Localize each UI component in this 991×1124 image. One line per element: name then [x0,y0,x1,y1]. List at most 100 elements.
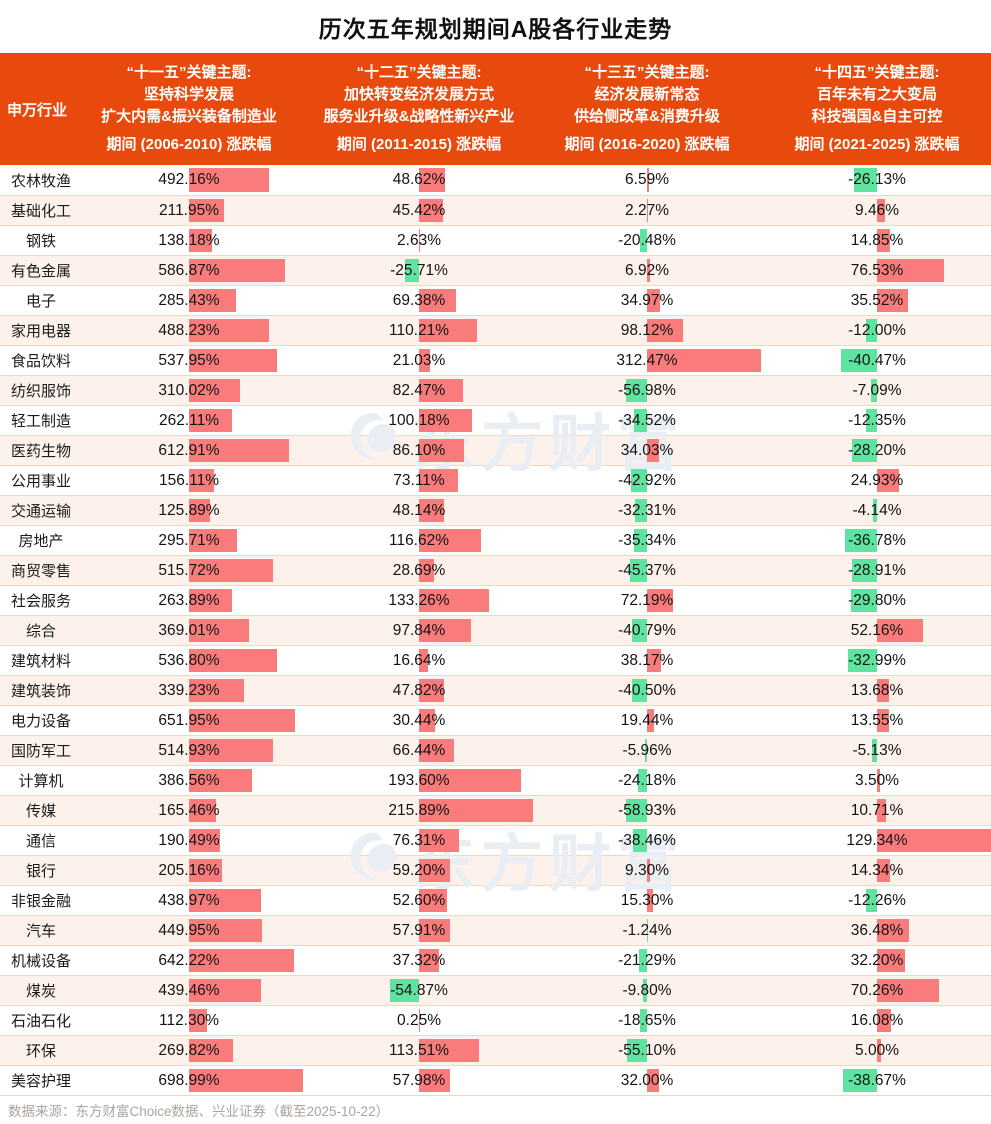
value-text: 38.17% [620,651,674,669]
table-row: 通信 190.49% 76.31% -38.46% 129.34% [0,825,991,855]
value-bar [647,439,660,462]
industry-label: 传媒 [25,803,56,820]
value-text: 156.11% [158,471,220,489]
value-bar [630,559,647,582]
value-bar [189,619,250,642]
value-cell: 2.63% [330,226,560,255]
value-cell: 28.69% [330,556,560,585]
period-theme-line: “十三五”关键主题: [584,64,710,81]
value-text: 28.69% [392,561,446,579]
value-text: 24.93% [850,471,904,489]
value-bar [877,199,886,222]
value-cell: 66.44% [330,736,560,765]
value-bar [647,1069,659,1092]
value-cell: 295.71% [90,526,330,555]
value-text: 13.68% [850,681,904,699]
value-text: -28.20% [848,441,906,459]
value-cell: 14.34% [790,856,991,885]
industry-label: 建筑装饰 [10,683,71,700]
value-cell: -45.37% [560,556,790,585]
value-bar [189,1009,208,1032]
period-theme-line: “十四五”关键主题: [814,64,940,81]
value-text: 34.97% [620,291,674,309]
table-row: 建筑装饰 339.23% 47.82% -40.50% 13.68% [0,675,991,705]
value-text: 52.60% [392,891,446,909]
value-text: 100.18% [388,411,450,429]
value-cell: 310.02% [90,376,330,405]
value-bar [873,499,877,522]
table-row: 基础化工 211.95% 45.42% 2.27% 9.46% [0,195,991,225]
value-cell: 76.53% [790,256,991,285]
value-bar [419,499,445,522]
value-text: -5.96% [622,741,672,759]
value-cell: 13.55% [790,706,991,735]
value-text: -7.09% [852,381,902,399]
table-row: 纺织服饰 310.02% 82.47% -56.98% -7.09% [0,375,991,405]
value-text: 369.01% [158,621,220,639]
value-text: 651.95% [158,711,220,729]
value-bar [419,1069,450,1092]
value-text: 32.00% [620,1071,674,1089]
value-text: 129.34% [846,831,908,849]
value-cell: 612.91% [90,436,330,465]
value-bar [419,649,428,672]
value-bar [189,919,263,942]
value-cell: -36.78% [790,526,991,555]
value-cell: 45.42% [330,196,560,225]
value-bar [419,829,460,852]
value-cell: 16.08% [790,1006,991,1035]
value-bar [189,499,210,522]
value-bar [877,1039,882,1062]
value-text: 438.97% [158,891,220,909]
table-row: 机械设备 642.22% 37.32% -21.29% 32.20% [0,945,991,975]
industry-column-header: 申万行业 [7,101,68,119]
value-text: 52.16% [850,621,904,639]
value-text: 19.44% [620,711,674,729]
value-text: 16.08% [850,1011,904,1029]
industry-label: 非银金融 [10,893,71,910]
value-text: 515.72% [158,561,220,579]
value-cell: -29.80% [790,586,991,615]
value-text: 488.23% [158,321,220,339]
value-bar [419,529,481,552]
value-bar [189,1039,233,1062]
table-row: 银行 205.16% 59.20% 9.30% 14.34% [0,855,991,885]
value-bar [634,409,647,432]
table-row: 公用事业 156.11% 73.11% -42.92% 24.93% [0,465,991,495]
value-text: 66.44% [392,741,446,759]
value-cell: 69.38% [330,286,560,315]
industry-label: 轻工制造 [10,413,71,430]
value-bar [844,529,877,552]
period-column-header: “十一五”关键主题: 坚持科学发展 扩大内需&振兴装备制造业 期间 (2006-201… [90,53,330,165]
value-text: 310.02% [158,381,220,399]
value-cell: 165.46% [90,796,330,825]
value-cell: 48.62% [330,165,560,195]
value-bar [866,319,877,342]
value-bar [419,289,456,312]
value-cell: 16.64% [330,646,560,675]
value-cell: 263.89% [90,586,330,615]
industry-label: 计算机 [18,773,64,790]
value-text: 2.63% [397,231,441,249]
table-row: 医药生物 612.91% 86.10% 34.03% -28.20% [0,435,991,465]
value-cell: 72.19% [560,586,790,615]
value-bar [419,199,443,222]
value-cell: -40.47% [790,346,991,375]
value-text: 263.89% [158,591,220,609]
value-bar [189,259,285,282]
industry-label: 环保 [25,1043,56,1060]
value-cell: 6.59% [560,165,790,195]
value-bar [635,499,647,522]
industry-label: 美容护理 [10,1073,71,1090]
value-text: -32.99% [848,651,906,669]
value-text: 16.64% [392,651,446,669]
value-text: 82.47% [392,381,446,399]
industry-label: 房地产 [18,533,64,550]
value-bar [419,1039,479,1062]
value-bar [189,949,294,972]
value-text: 48.14% [392,501,446,519]
value-bar [189,168,270,192]
value-cell: 156.11% [90,466,330,495]
value-text: 6.59% [625,171,669,188]
value-text: 86.10% [392,441,446,459]
